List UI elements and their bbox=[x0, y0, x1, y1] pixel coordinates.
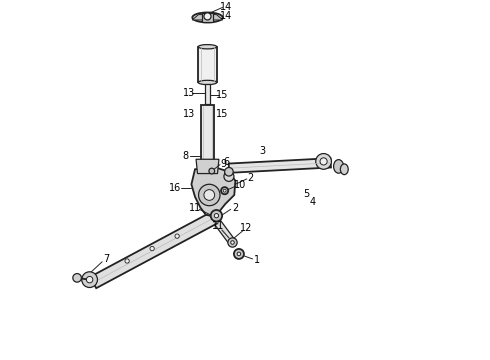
Circle shape bbox=[228, 238, 237, 247]
Text: 10: 10 bbox=[234, 180, 246, 190]
Ellipse shape bbox=[341, 164, 348, 175]
Bar bbox=[201, 105, 214, 170]
Polygon shape bbox=[196, 159, 219, 174]
Circle shape bbox=[237, 252, 241, 256]
Text: 15: 15 bbox=[216, 109, 229, 118]
Polygon shape bbox=[212, 216, 235, 245]
Circle shape bbox=[209, 168, 215, 174]
Circle shape bbox=[86, 276, 93, 283]
Text: 11: 11 bbox=[189, 203, 201, 213]
Polygon shape bbox=[192, 15, 204, 20]
Text: 2: 2 bbox=[247, 173, 253, 183]
Text: 9: 9 bbox=[221, 158, 227, 168]
Circle shape bbox=[224, 167, 233, 176]
Ellipse shape bbox=[198, 45, 217, 49]
Circle shape bbox=[82, 272, 98, 288]
Circle shape bbox=[204, 13, 211, 20]
Text: 13: 13 bbox=[183, 109, 195, 118]
Polygon shape bbox=[229, 158, 331, 173]
Text: 1: 1 bbox=[254, 255, 260, 265]
Text: 8: 8 bbox=[182, 152, 189, 161]
Ellipse shape bbox=[198, 80, 217, 85]
Text: 14: 14 bbox=[220, 12, 232, 21]
Circle shape bbox=[211, 210, 222, 221]
Circle shape bbox=[204, 190, 215, 201]
Circle shape bbox=[73, 274, 81, 282]
Text: 14: 14 bbox=[220, 2, 232, 12]
Circle shape bbox=[224, 171, 234, 181]
Ellipse shape bbox=[192, 13, 222, 22]
Circle shape bbox=[231, 241, 234, 244]
Text: 11: 11 bbox=[212, 221, 224, 231]
Polygon shape bbox=[90, 212, 218, 288]
Ellipse shape bbox=[334, 159, 343, 173]
Circle shape bbox=[214, 213, 219, 218]
Bar bbox=[205, 84, 210, 104]
Text: 15: 15 bbox=[216, 90, 229, 100]
Circle shape bbox=[234, 249, 244, 259]
Bar bbox=[202, 13, 213, 22]
Circle shape bbox=[221, 187, 228, 194]
Text: 7: 7 bbox=[103, 254, 110, 264]
Circle shape bbox=[198, 184, 220, 206]
Polygon shape bbox=[211, 15, 223, 20]
Ellipse shape bbox=[201, 168, 214, 172]
Polygon shape bbox=[192, 167, 235, 216]
Text: 6: 6 bbox=[223, 157, 229, 167]
Bar bbox=[198, 47, 217, 82]
Text: 2: 2 bbox=[232, 203, 238, 213]
Circle shape bbox=[125, 259, 129, 263]
Circle shape bbox=[320, 158, 327, 165]
Circle shape bbox=[150, 247, 154, 251]
Circle shape bbox=[223, 189, 226, 192]
Text: 4: 4 bbox=[309, 197, 315, 207]
Text: 5: 5 bbox=[303, 189, 310, 199]
Text: 3: 3 bbox=[259, 147, 265, 156]
Circle shape bbox=[175, 234, 179, 238]
Circle shape bbox=[316, 154, 331, 169]
Text: 12: 12 bbox=[240, 223, 252, 233]
Text: 13: 13 bbox=[183, 88, 195, 98]
Text: 16: 16 bbox=[169, 183, 181, 193]
